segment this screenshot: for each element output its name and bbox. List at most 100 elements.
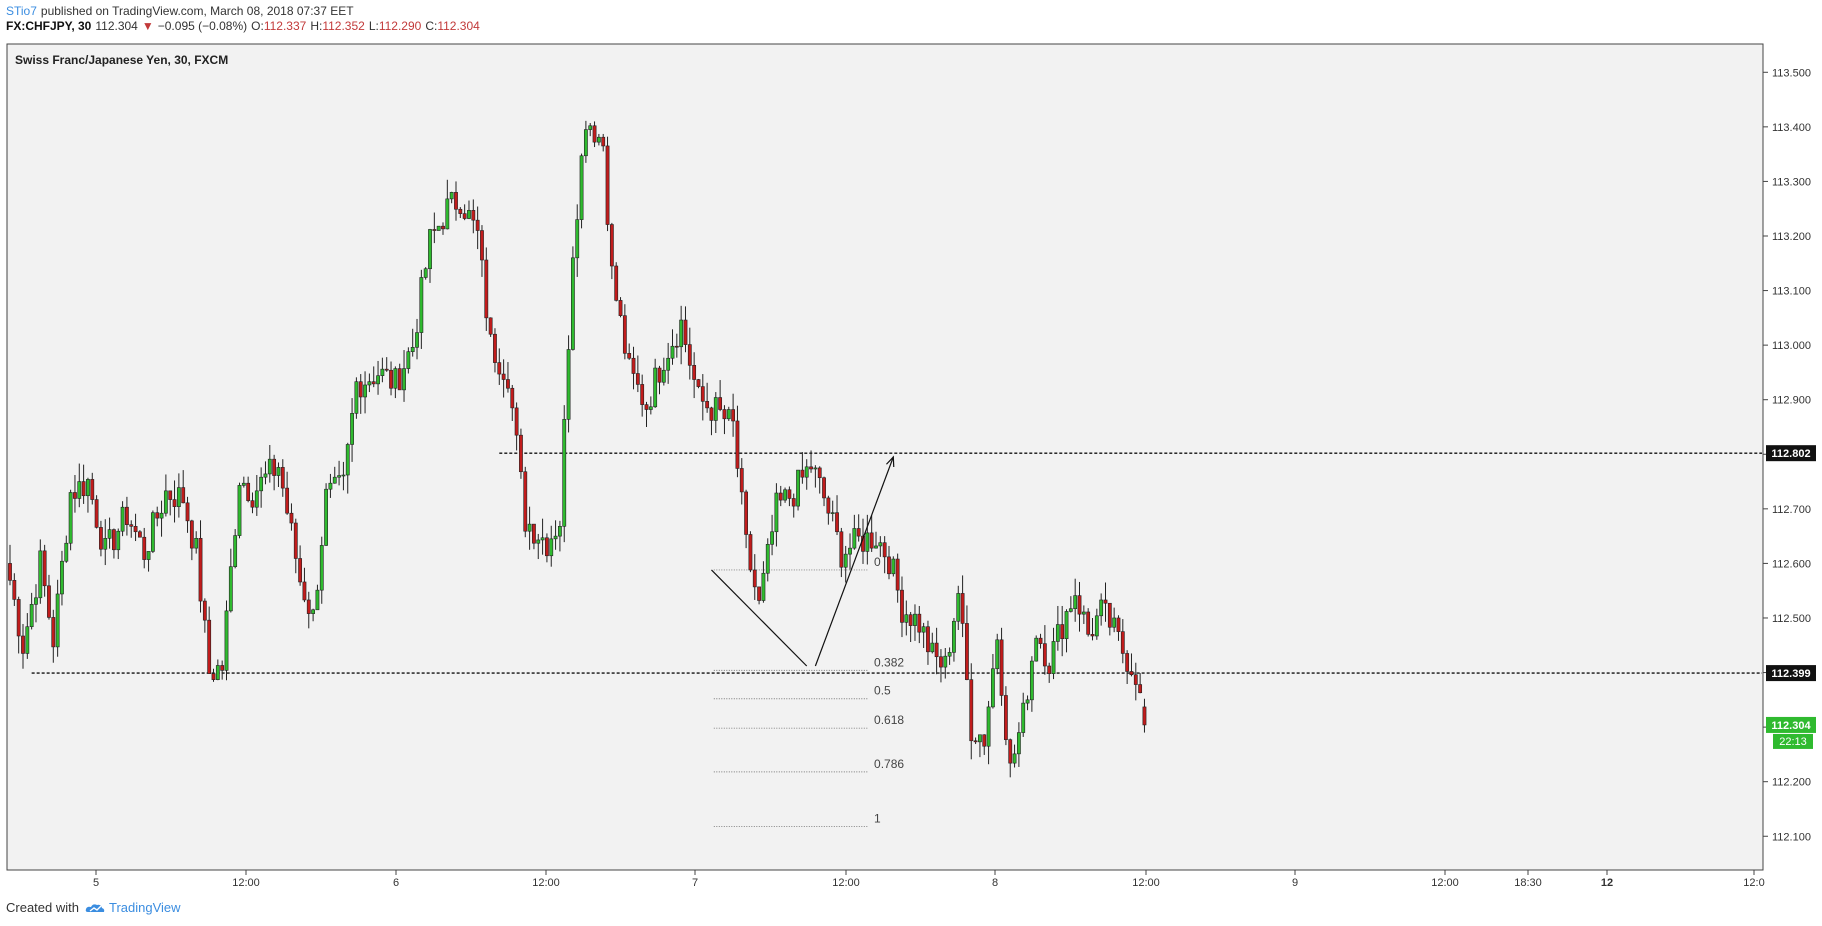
candle[interactable] (112, 528, 116, 559)
candle[interactable] (908, 611, 913, 642)
candle[interactable] (822, 476, 826, 507)
candle[interactable] (1042, 625, 1047, 675)
candle[interactable] (34, 584, 38, 623)
candle[interactable] (1103, 582, 1108, 622)
candle[interactable] (991, 653, 995, 709)
candle[interactable] (207, 606, 212, 674)
candle[interactable] (726, 406, 731, 421)
tradingview-link[interactable]: TradingView (85, 900, 181, 915)
candle[interactable] (462, 204, 467, 221)
candle[interactable] (1047, 662, 1052, 683)
candle[interactable] (900, 576, 904, 638)
candle[interactable] (142, 527, 147, 569)
last-price-tag[interactable]: 112.304 22:13 (1766, 716, 1816, 749)
candle[interactable] (458, 207, 463, 218)
candle[interactable] (601, 133, 606, 152)
candle[interactable] (120, 501, 125, 537)
candle[interactable] (757, 586, 761, 605)
candle[interactable] (579, 153, 584, 229)
candle[interactable] (1012, 744, 1017, 768)
candle[interactable] (471, 199, 476, 234)
candle[interactable] (29, 592, 34, 630)
candle[interactable] (930, 632, 935, 654)
candle[interactable] (1094, 608, 1099, 640)
candle[interactable] (328, 473, 333, 498)
candle[interactable] (189, 519, 194, 561)
candle[interactable] (1003, 686, 1008, 746)
candle[interactable] (467, 200, 471, 220)
candle[interactable] (94, 495, 99, 529)
candle[interactable] (540, 518, 545, 555)
candle[interactable] (609, 222, 614, 280)
candle[interactable] (605, 136, 610, 232)
candle[interactable] (60, 550, 64, 606)
candle[interactable] (852, 514, 857, 550)
candle[interactable] (683, 306, 688, 353)
candle[interactable] (510, 384, 515, 421)
candle[interactable] (648, 396, 653, 415)
candle[interactable] (878, 536, 883, 557)
candle[interactable] (267, 444, 272, 483)
candle[interactable] (228, 548, 233, 613)
candle[interactable] (748, 531, 753, 573)
candle[interactable] (1008, 738, 1013, 778)
candle[interactable] (921, 622, 926, 648)
candle[interactable] (1120, 619, 1125, 664)
candle[interactable] (116, 528, 121, 560)
candle[interactable] (280, 459, 285, 497)
candle[interactable] (813, 465, 818, 488)
candle[interactable] (627, 343, 632, 360)
candle[interactable] (657, 365, 662, 395)
candle[interactable] (982, 734, 987, 755)
candle[interactable] (713, 392, 718, 433)
candle[interactable] (692, 352, 697, 399)
candle[interactable] (631, 346, 636, 390)
candle[interactable] (163, 474, 168, 517)
candle[interactable] (830, 500, 835, 522)
candle[interactable] (791, 493, 796, 518)
candle[interactable] (77, 463, 82, 508)
candle[interactable] (276, 462, 281, 488)
candle[interactable] (558, 520, 562, 552)
candle[interactable] (246, 476, 251, 503)
candle[interactable] (1051, 627, 1056, 680)
candle[interactable] (887, 545, 891, 580)
candle[interactable] (21, 623, 25, 669)
candle[interactable] (168, 490, 173, 516)
candle[interactable] (1081, 605, 1086, 624)
candle[interactable] (436, 225, 441, 231)
candle[interactable] (622, 304, 627, 360)
candle[interactable] (181, 470, 186, 504)
candle[interactable] (718, 380, 723, 412)
candle[interactable] (744, 489, 749, 549)
candle[interactable] (150, 510, 155, 554)
candle[interactable] (1077, 581, 1082, 632)
candle[interactable] (90, 472, 95, 505)
level-price-tag[interactable]: 112.399 (1766, 665, 1816, 682)
candle[interactable] (185, 496, 190, 533)
candle[interactable] (519, 428, 523, 479)
candle[interactable] (389, 361, 393, 396)
candle[interactable] (570, 246, 575, 351)
candle[interactable] (679, 305, 684, 365)
candle[interactable] (614, 262, 619, 302)
candle[interactable] (661, 357, 666, 386)
candle[interactable] (16, 596, 21, 654)
candle[interactable] (635, 355, 640, 393)
candle[interactable] (64, 535, 69, 563)
candle[interactable] (978, 734, 982, 758)
candle[interactable] (960, 575, 965, 638)
candle[interactable] (233, 529, 238, 569)
candle[interactable] (839, 527, 844, 578)
candle[interactable] (293, 518, 298, 574)
candle[interactable] (709, 406, 714, 436)
candle[interactable] (371, 366, 376, 388)
candle[interactable] (913, 604, 917, 641)
candle[interactable] (1116, 615, 1121, 641)
candle[interactable] (138, 530, 142, 538)
candle[interactable] (1029, 656, 1034, 712)
candle[interactable] (583, 120, 588, 163)
candle[interactable] (891, 556, 896, 577)
candle[interactable] (765, 538, 770, 582)
trend-line[interactable] (711, 569, 808, 667)
